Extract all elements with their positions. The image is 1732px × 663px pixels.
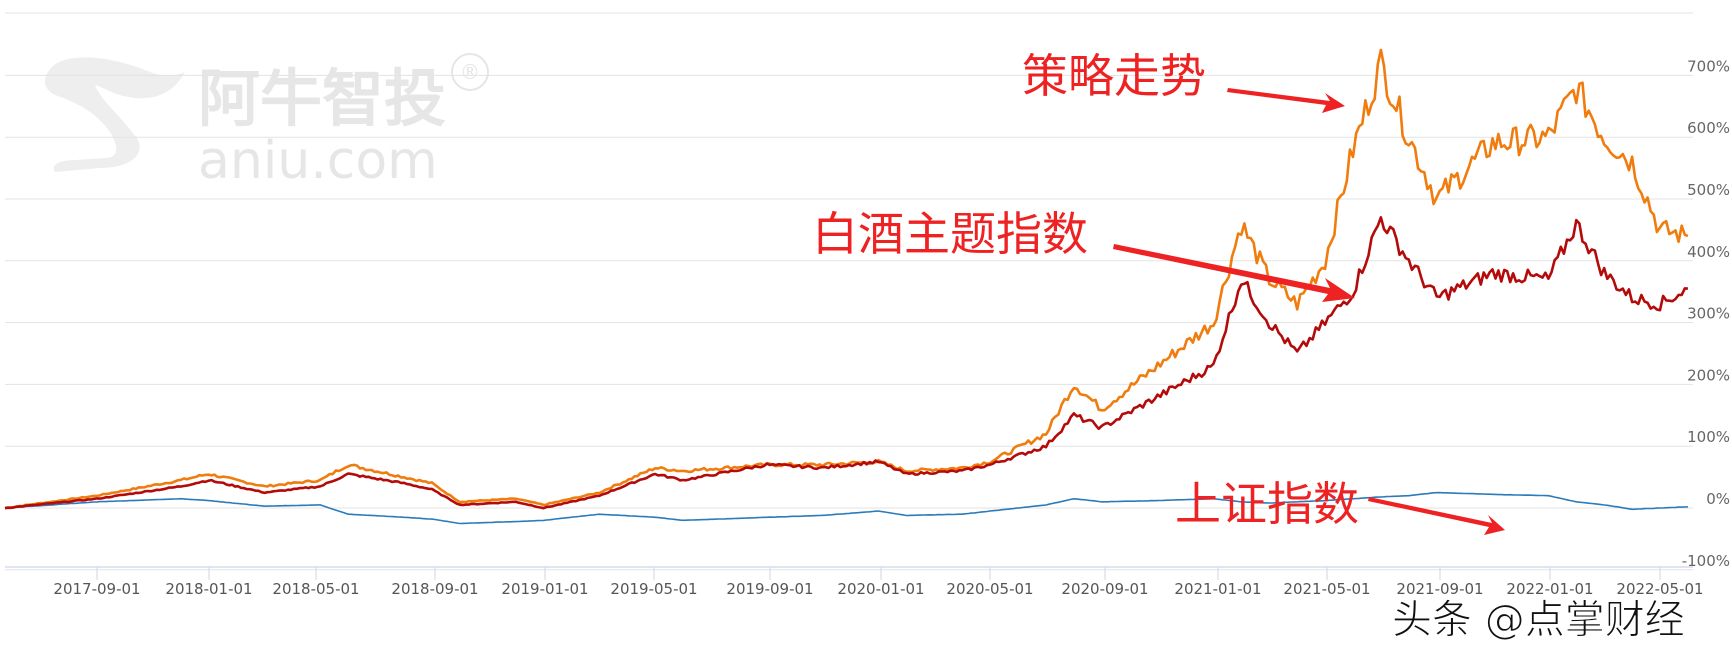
- watermark-brand-cn: 阿牛智投: [198, 62, 446, 135]
- x-tick-label: 2019-09-01: [726, 580, 813, 598]
- x-tick-label: 2018-05-01: [272, 580, 359, 598]
- series-baijiu: [4, 216, 1688, 510]
- registered-mark-icon: [451, 53, 489, 91]
- y-tick-label: 500%: [1687, 181, 1730, 199]
- annotation-strategy: 策略走势: [1022, 49, 1206, 103]
- y-tick-label: 300%: [1687, 305, 1730, 323]
- source-credit: 头条 @点掌财经: [1392, 597, 1685, 643]
- series-lines: [4, 48, 1689, 525]
- annotations: 策略走势 白酒主题指数 上证指数: [812, 49, 1505, 535]
- annotation-shanghai: 上证指数: [1175, 477, 1359, 531]
- x-tick-label: 2018-01-01: [165, 580, 252, 598]
- x-tick-label: 2022-05-01: [1616, 580, 1703, 598]
- x-tick-label: 2021-05-01: [1283, 580, 1370, 598]
- watermark-brand-en: aniu.com: [198, 131, 438, 191]
- arrow-strategy-icon: [1227, 88, 1345, 113]
- y-tick-label: 200%: [1687, 366, 1730, 384]
- x-tick-label: 2020-01-01: [837, 580, 924, 598]
- arrow-shanghai-icon: [1368, 497, 1505, 535]
- bull-logo-icon: [44, 57, 185, 173]
- annotation-baijiu: 白酒主题指数: [812, 207, 1088, 261]
- x-tick-label: 2019-01-01: [501, 580, 588, 598]
- x-tick-label: 2020-05-01: [946, 580, 1033, 598]
- x-tick-label: 2021-09-01: [1396, 580, 1483, 598]
- y-axis: 700% 600% 500% 400% 300% 200% 100% 0% -100%: [1682, 57, 1730, 569]
- x-tick-label: 2019-05-01: [610, 580, 697, 598]
- x-tick-label: 2020-09-01: [1061, 580, 1148, 598]
- watermark-registered: ®: [460, 60, 480, 84]
- series-shanghai: [4, 491, 1688, 525]
- x-tick-label: 2022-01-01: [1506, 580, 1593, 598]
- y-tick-label: 400%: [1687, 243, 1730, 261]
- arrow-baijiu-icon: [1113, 244, 1355, 302]
- series-strategy: [4, 48, 1689, 510]
- y-tick-label: -100%: [1682, 552, 1730, 570]
- y-tick-label: 600%: [1687, 119, 1730, 137]
- x-tick-label: 2018-09-01: [391, 580, 478, 598]
- x-tick-label: 2017-09-01: [53, 580, 140, 598]
- y-tick-label: 0%: [1706, 490, 1730, 508]
- x-tick-label: 2021-01-01: [1174, 580, 1261, 598]
- x-axis: 2017-09-01 2018-01-01 2018-05-01 2018-09-01…: [5, 566, 1704, 598]
- y-tick-label: 700%: [1687, 57, 1730, 75]
- aniu-watermark: 阿牛智投 aniu.com ®: [44, 53, 489, 191]
- y-tick-label: 100%: [1687, 428, 1730, 446]
